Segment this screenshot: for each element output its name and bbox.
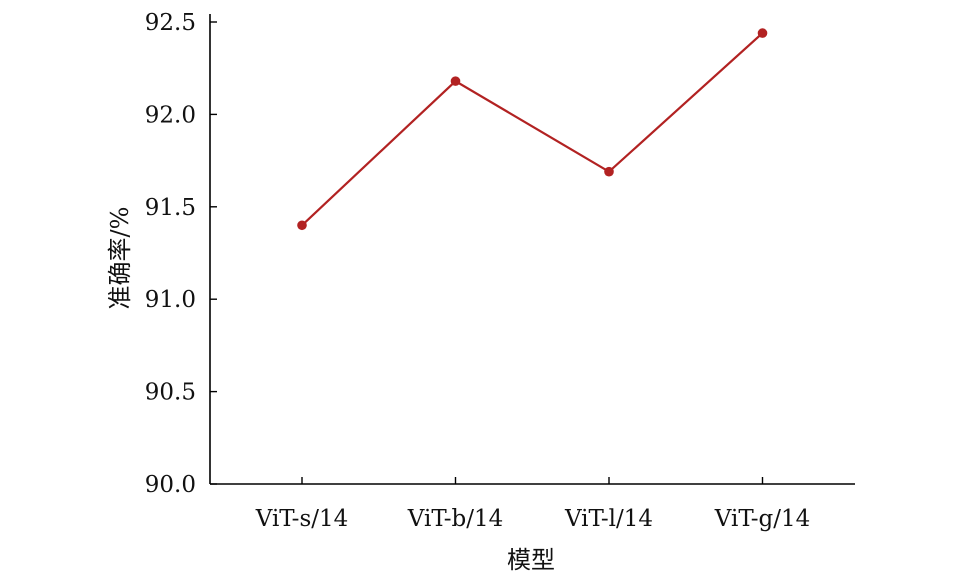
x-tick-label: ViT-g/14: [714, 506, 810, 532]
y-tick-label: 92.0: [145, 102, 196, 128]
series-line: [301, 32, 764, 227]
y-tick-label: 92.5: [145, 10, 196, 36]
tick-labels: 90.0 90.5 91.0 91.5 92.0 92.5 ViT-s/14 ViT-b/14…: [145, 10, 810, 532]
series-layer: [297, 28, 768, 231]
y-tick-label: 90.5: [145, 380, 196, 406]
tick-marks: [210, 21, 764, 485]
x-tick-label: ViT-s/14: [255, 506, 349, 532]
data-point: [297, 220, 307, 231]
y-axis-title: 准确率/%: [106, 207, 134, 310]
y-tick-label: 91.5: [145, 195, 196, 221]
axes: [209, 14, 855, 485]
data-point: [757, 28, 768, 38]
x-axis-title: 模型: [507, 546, 555, 574]
data-point: [604, 166, 614, 177]
y-tick-label: 91.0: [145, 287, 196, 313]
x-tick-label: ViT-l/14: [564, 506, 653, 532]
data-point: [450, 76, 461, 86]
y-tick-label: 90.0: [145, 472, 196, 498]
x-tick-label: ViT-b/14: [407, 506, 503, 532]
